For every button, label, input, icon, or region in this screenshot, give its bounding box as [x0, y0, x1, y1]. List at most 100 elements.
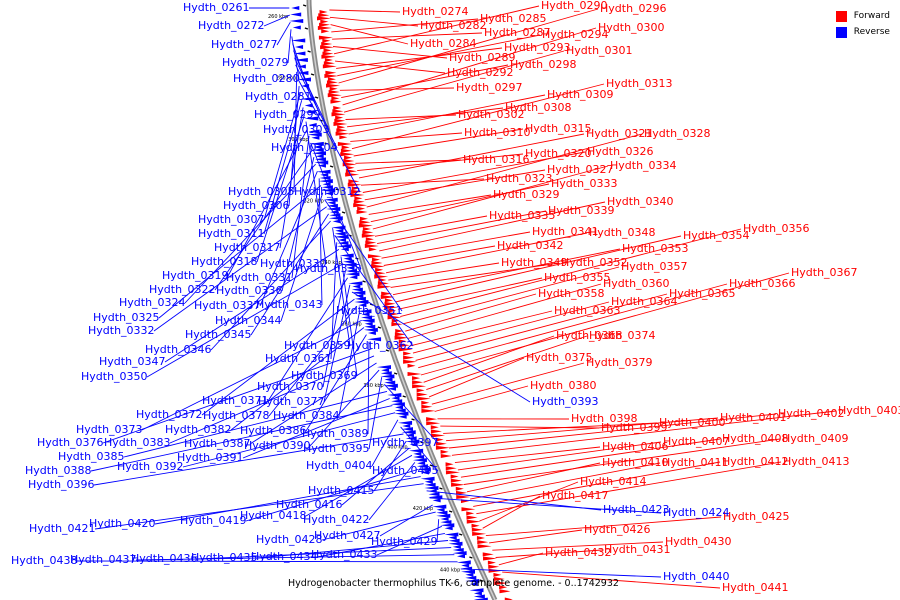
forward-gene-arrow — [330, 99, 342, 104]
reverse-gene-arrow — [452, 551, 467, 556]
forward-gene-arrow — [384, 305, 399, 310]
scale-tick-label: 400 kbp — [387, 445, 407, 451]
scale-tick-label: 440 kbp — [440, 568, 460, 574]
forward-gene-arrow — [329, 86, 338, 91]
forward-leader-line — [492, 541, 664, 551]
forward-gene-arrow — [471, 527, 483, 532]
forward-leader-line — [351, 83, 605, 150]
forward-gene-arrow — [445, 470, 460, 475]
reverse-leader-line — [158, 185, 322, 319]
reverse-gene-label: Hydth_0420 — [89, 517, 156, 530]
reverse-gene-arrow — [461, 563, 470, 568]
reverse-leader-line — [323, 284, 351, 403]
forward-gene-arrow — [359, 220, 371, 225]
legend-forward: Forward — [835, 8, 890, 24]
forward-leader-line — [415, 293, 668, 361]
forward-leader-line — [383, 245, 496, 266]
reverse-gene-label: Hydth_0421 — [29, 522, 96, 535]
reverse-gene-arrow — [432, 504, 447, 509]
forward-gene-label: Hydth_0285 — [480, 12, 547, 25]
forward-gene-arrow — [412, 380, 424, 385]
forward-leader-line — [341, 64, 509, 99]
reverse-gene-arrow — [448, 535, 457, 540]
forward-gene-arrow — [337, 142, 352, 146]
forward-gene-label: Hydth_0341 — [532, 225, 599, 238]
reverse-gene-arrow — [321, 188, 336, 193]
forward-leader-line — [470, 462, 661, 500]
forward-gene-arrow — [421, 408, 436, 413]
reverse-gene-arrow — [354, 296, 366, 301]
reverse-gene-arrow — [436, 513, 451, 518]
reverse-gene-arrow — [444, 532, 459, 537]
forward-leader-line — [454, 446, 601, 464]
forward-gene-arrow — [394, 332, 406, 337]
forward-gene-arrow — [412, 376, 421, 381]
reverse-gene-arrow — [416, 467, 431, 472]
reverse-gene-arrow — [367, 337, 382, 342]
reverse-gene-label: Hydth_0419 — [180, 514, 247, 527]
forward-gene-label: Hydth_0333 — [551, 177, 618, 190]
reverse-gene-label: Hydth_0305 — [228, 185, 295, 198]
forward-gene-arrow — [455, 486, 464, 491]
reverse-gene-arrow — [465, 572, 474, 577]
forward-leader-line — [330, 24, 409, 45]
forward-gene-arrow — [331, 96, 340, 101]
forward-leader-line — [332, 46, 448, 59]
forward-gene-arrow — [320, 19, 329, 24]
forward-gene-arrow — [371, 257, 380, 262]
forward-gene-arrow — [332, 109, 344, 114]
reverse-gene-arrow — [401, 427, 413, 432]
reverse-gene-label: Hydth_0280 — [233, 72, 300, 85]
scale-tick-label: 300 kbp — [288, 137, 308, 143]
reverse-gene-arrow — [420, 476, 435, 481]
reverse-leader-line — [460, 568, 662, 578]
reverse-gene-arrow — [337, 241, 349, 246]
forward-gene-label: Hydth_0315 — [525, 122, 592, 135]
forward-gene-arrow — [350, 193, 365, 197]
reverse-leader-line — [334, 234, 414, 347]
forward-gene-label: Hydth_0298 — [510, 58, 577, 71]
forward-gene-arrow — [343, 159, 355, 163]
reverse-gene-arrow — [401, 430, 416, 435]
forward-gene-arrow — [483, 556, 498, 561]
reverse-gene-arrow — [291, 6, 300, 10]
forward-leader-line — [333, 5, 540, 55]
reverse-gene-label: Hydth_0338 — [295, 262, 362, 275]
reverse-gene-arrow — [314, 160, 329, 165]
reverse-leader-line — [256, 114, 305, 263]
reverse-gene-label: Hydth_0312 — [294, 185, 361, 198]
forward-leader-line — [388, 262, 500, 281]
forward-gene-arrow — [351, 186, 360, 191]
forward-gene-arrow — [450, 478, 462, 483]
forward-gene-label: Hydth_0274 — [402, 5, 469, 18]
position-tick-mark — [458, 533, 463, 536]
forward-gene-arrow — [375, 267, 384, 272]
forward-gene-label: Hydth_0356 — [743, 222, 810, 235]
forward-gene-arrow — [318, 35, 333, 40]
forward-gene-label: Hydth_0368 — [556, 329, 623, 342]
reverse-gene-label: Hydth_0428 — [256, 533, 323, 546]
forward-gene-arrow — [357, 206, 366, 211]
forward-leader-line — [331, 18, 479, 33]
forward-gene-arrow — [321, 54, 336, 59]
reverse-gene-arrow — [413, 451, 422, 456]
forward-gene-arrow — [351, 189, 363, 194]
forward-leader-line — [498, 552, 544, 566]
forward-leader-line — [479, 481, 579, 522]
scale-tick-label: 420 kbp — [413, 506, 433, 512]
position-tick-mark — [393, 372, 398, 375]
reverse-leader-line — [184, 163, 316, 304]
forward-gene-arrow — [499, 585, 508, 590]
position-tick-mark — [314, 96, 319, 99]
reverse-gene-label: Hydth_0345 — [185, 328, 252, 341]
forward-gene-label: Hydth_0398 — [571, 412, 638, 425]
forward-gene-arrow — [324, 74, 339, 78]
reverse-gene-arrow — [311, 151, 326, 156]
reverse-gene-arrow — [416, 464, 428, 469]
reverse-gene-label: Hydth_0378 — [203, 409, 270, 422]
reverse-gene-arrow — [405, 439, 420, 444]
forward-gene-arrow — [394, 335, 409, 340]
reverse-leader-line — [324, 199, 403, 312]
forward-gene-arrow — [380, 295, 395, 299]
